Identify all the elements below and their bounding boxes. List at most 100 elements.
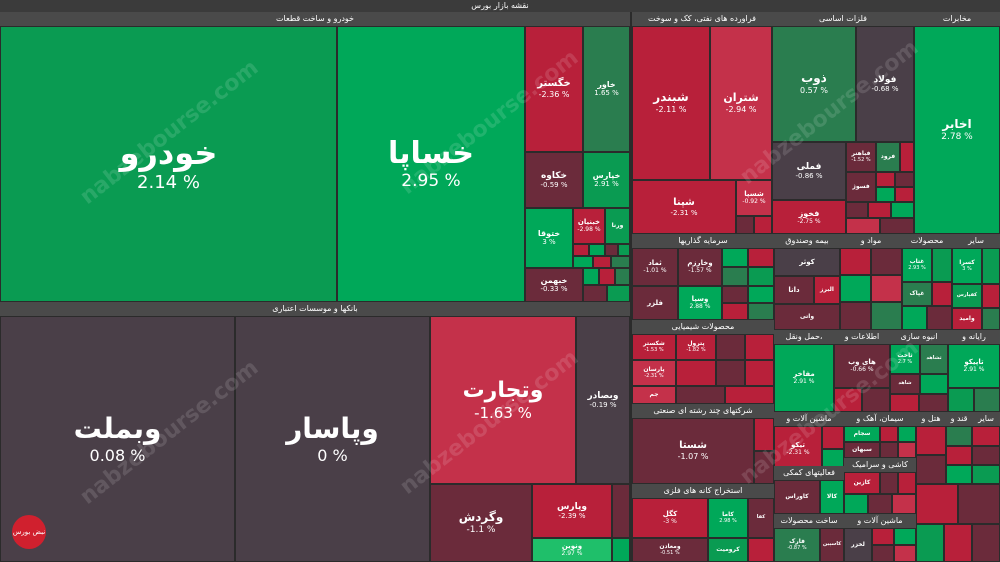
mini-tile[interactable]	[868, 494, 892, 514]
tile-khbahman[interactable]: خبهمن -0.33 %	[525, 268, 583, 302]
sector-manuf[interactable]: انبوه سازی ثاخت 2.7 % ثشاهد شاهد	[890, 330, 948, 412]
mini-tile[interactable]	[618, 244, 630, 256]
mini-tile[interactable]	[895, 187, 914, 202]
mini-tile[interactable]	[895, 172, 914, 187]
tile-kfa[interactable]: وامید	[952, 308, 982, 330]
mini-tile[interactable]	[676, 360, 716, 386]
mini-tile[interactable]	[946, 465, 972, 484]
mini-tile[interactable]	[871, 302, 902, 330]
mini-tile[interactable]	[736, 216, 754, 234]
mini-tile[interactable]	[891, 202, 914, 218]
mini-tile[interactable]	[880, 442, 898, 458]
tile-shpna[interactable]: شپنا -2.31 %	[632, 180, 736, 234]
sector-transport[interactable]: حمل ونقل، مفاخر 2.91 %	[774, 330, 834, 412]
sector-hotel[interactable]: هتل و	[916, 412, 946, 484]
tile-kazin[interactable]: کازین	[844, 472, 880, 494]
tile-sbahan[interactable]: سبهان	[844, 442, 880, 458]
tile-hayweb[interactable]: های وب -0.66 %	[834, 344, 890, 388]
tile-forood[interactable]: فرود	[876, 142, 900, 172]
sector-info[interactable]: اطلاعات و های وب -0.66 %	[834, 330, 890, 412]
tile-kromit[interactable]: کفا	[748, 498, 774, 538]
mini-tile[interactable]	[846, 218, 880, 234]
tile-sejam[interactable]: سجام	[844, 426, 880, 442]
mini-tile[interactable]	[716, 360, 745, 386]
mini-tile[interactable]	[615, 268, 630, 285]
mini-tile[interactable]	[605, 244, 618, 256]
mini-tile[interactable]	[916, 426, 946, 455]
mini-tile[interactable]	[748, 538, 774, 562]
tile-khtoqa[interactable]: ختوقا 3 %	[525, 208, 573, 268]
tile-khodro[interactable]: خودرو 2.14 %	[0, 26, 337, 302]
mini-tile[interactable]	[871, 248, 902, 275]
sector-metals[interactable]: فلزات اساسی ذوب 0.57 % فولاد -0.68 % فمل…	[772, 12, 914, 234]
tile-vpars[interactable]: وپارس -2.39 %	[532, 484, 612, 538]
tile-khpars[interactable]: خپارس 2.91 %	[583, 152, 630, 208]
mini-tile[interactable]	[754, 451, 774, 484]
tile-ghetab[interactable]: غتاب 2.93 %	[902, 248, 932, 282]
tile-petrol[interactable]: پترول -1.82 %	[676, 334, 716, 360]
mini-tile[interactable]	[958, 484, 1000, 524]
mini-tile[interactable]	[599, 268, 615, 285]
tile-mafakher[interactable]: مفاخر 2.91 %	[774, 344, 834, 412]
sector-mining[interactable]: استخراج کانه های فلزی کگل -3 % کاما 2.98…	[632, 484, 774, 562]
mini-tile[interactable]	[946, 446, 972, 465]
mini-tile[interactable]	[748, 286, 774, 303]
mini-tile[interactable]	[748, 248, 774, 267]
mini-tile[interactable]	[932, 248, 952, 282]
mini-tile[interactable]	[593, 256, 611, 268]
mini-tile[interactable]	[846, 202, 868, 218]
sector-computer[interactable]: رایانه و تاپیکو 2.91 %	[948, 330, 1000, 412]
sector-machinery2[interactable]: ساخت محصولات فارک -0.87 % کاسپین	[774, 514, 844, 562]
tile-vomid[interactable]: فلزر	[632, 286, 678, 320]
tile-fkhooz[interactable]: فخوز -2.75 %	[772, 200, 846, 234]
tile-kchad[interactable]: کرومیت	[708, 538, 748, 562]
mini-tile[interactable]	[982, 308, 1000, 330]
mini-tile[interactable]	[972, 465, 1000, 484]
tile-kowsar[interactable]: کوثر	[774, 248, 840, 276]
mini-tile[interactable]	[722, 267, 748, 286]
tile-vgardesh[interactable]: وگردش -1.1 %	[430, 484, 532, 562]
tile-vnovin[interactable]: ونوین 2.97 %	[532, 538, 612, 562]
mini-tile[interactable]	[871, 275, 902, 302]
sector-auto[interactable]: خودرو و ساخت قطعات خودرو 2.14 % خساپا 2.…	[0, 12, 630, 302]
sector-products[interactable]: محصولات غتاب 2.93 % غپاک	[902, 234, 952, 330]
sector-invest[interactable]: سرمایه گذاریها ثماد -1.01 % وخارزم -1.57…	[632, 234, 774, 320]
tile-thmad[interactable]: ثماد -1.01 %	[632, 248, 678, 286]
sector-other[interactable]: سایر کسرا 3 % کفپارس وامید	[952, 234, 1000, 330]
mini-tile[interactable]	[722, 248, 748, 267]
tile-vmaaden[interactable]: ومعادن -0.51 %	[632, 538, 708, 562]
tile-vtejarat[interactable]: وتجارت -1.63 %	[430, 316, 576, 484]
mini-tile[interactable]	[844, 494, 868, 514]
mini-tile[interactable]	[900, 142, 914, 172]
mini-tile[interactable]	[745, 334, 774, 360]
mini-tile[interactable]	[834, 388, 862, 412]
mini-tile[interactable]	[876, 187, 895, 202]
sector-lime[interactable]: سیمان، آهک و سجام سبهان	[844, 412, 916, 458]
sector-telecom[interactable]: مخابرات اخابر 2.78 %	[914, 12, 1000, 234]
sector-petro[interactable]: فراورده های نفتی، کک و سوخت شبندر -2.11 …	[632, 12, 772, 234]
tile-flzar[interactable]: کاسپین	[820, 528, 844, 562]
sector-multi[interactable]: شرکتهای چند رشته ای صنعتی شستا -1.07 %	[632, 404, 774, 484]
mini-tile[interactable]	[748, 303, 774, 320]
mini-tile[interactable]	[840, 275, 871, 302]
tile-khavar[interactable]: خاور 1.65 %	[583, 26, 630, 152]
mini-tile[interactable]	[944, 524, 972, 562]
tile-dana[interactable]: دانا	[774, 276, 814, 304]
mini-tile[interactable]	[894, 528, 916, 545]
tile-akhaber[interactable]: اخابر 2.78 %	[914, 26, 1000, 234]
tile-khbonyan[interactable]: خبنیان -2.98 %	[573, 208, 605, 244]
mini-tile[interactable]	[880, 426, 898, 442]
mini-tile[interactable]	[725, 386, 774, 404]
mini-tile[interactable]	[876, 172, 895, 187]
tile-farak[interactable]: فارک -0.87 %	[774, 528, 820, 562]
mini-tile[interactable]	[754, 216, 772, 234]
mini-tile[interactable]	[822, 426, 844, 449]
mini-tile[interactable]	[573, 256, 593, 268]
mini-tile[interactable]	[972, 446, 1000, 465]
tile-tapico[interactable]: تاپیکو 2.91 %	[948, 344, 1000, 388]
mini-tile[interactable]	[898, 472, 916, 494]
mini-tile[interactable]	[972, 426, 1000, 446]
tile-kasra[interactable]: کسرا 3 %	[952, 248, 982, 284]
tile-shtran[interactable]: شتران -2.94 %	[710, 26, 772, 180]
tile-vsapa[interactable]: وسپا 2.88 %	[678, 286, 722, 320]
